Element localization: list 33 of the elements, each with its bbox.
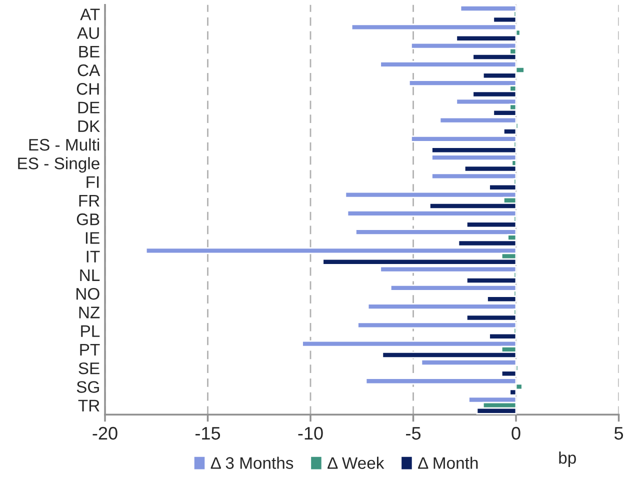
x-tick-label: -5 bbox=[406, 427, 421, 440]
y-tick-label: BE bbox=[79, 46, 100, 58]
x-tick-label: 5 bbox=[614, 427, 624, 440]
y-tick-label: PT bbox=[80, 344, 100, 356]
y-tick-label: CA bbox=[78, 64, 100, 76]
y-tick-label: SG bbox=[76, 381, 99, 393]
y-tick-label: IT bbox=[86, 250, 100, 262]
y-tick-label: DK bbox=[78, 120, 100, 132]
y-tick-label: FR bbox=[79, 194, 100, 206]
y-tick-label: DE bbox=[78, 102, 100, 114]
y-tick-label: ES - Single bbox=[18, 157, 100, 173]
y-tick-label: CH bbox=[76, 83, 99, 95]
y-tick-label: SE bbox=[78, 362, 100, 374]
y-tick-label: NO bbox=[76, 288, 100, 300]
y-tick-label: NL bbox=[80, 269, 100, 281]
x-tick-label: -20 bbox=[92, 426, 118, 440]
legend-label: Δ Week bbox=[328, 456, 384, 469]
y-tick-label: AU bbox=[77, 27, 99, 39]
y-tick-label: PL bbox=[81, 325, 100, 337]
x-axis-title: bp bbox=[559, 452, 576, 468]
y-tick-label: GB bbox=[76, 213, 100, 226]
bar bbox=[460, 5, 517, 12]
y-tick-label: TR bbox=[78, 400, 100, 412]
y-tick-label: NZ bbox=[79, 306, 100, 318]
x-tick-label: -15 bbox=[196, 427, 220, 440]
x-tick-label: -10 bbox=[298, 426, 323, 440]
x-tick-label: 0 bbox=[512, 426, 520, 440]
y-tick-label: FI bbox=[86, 176, 99, 188]
legend-label: Δ 3 Months bbox=[210, 456, 294, 469]
legend-label: Δ Month bbox=[418, 456, 478, 469]
y-tick-label: IE bbox=[86, 232, 100, 244]
y-tick-label: AT bbox=[80, 8, 100, 20]
y-tick-label: ES - Multi bbox=[29, 138, 100, 151]
